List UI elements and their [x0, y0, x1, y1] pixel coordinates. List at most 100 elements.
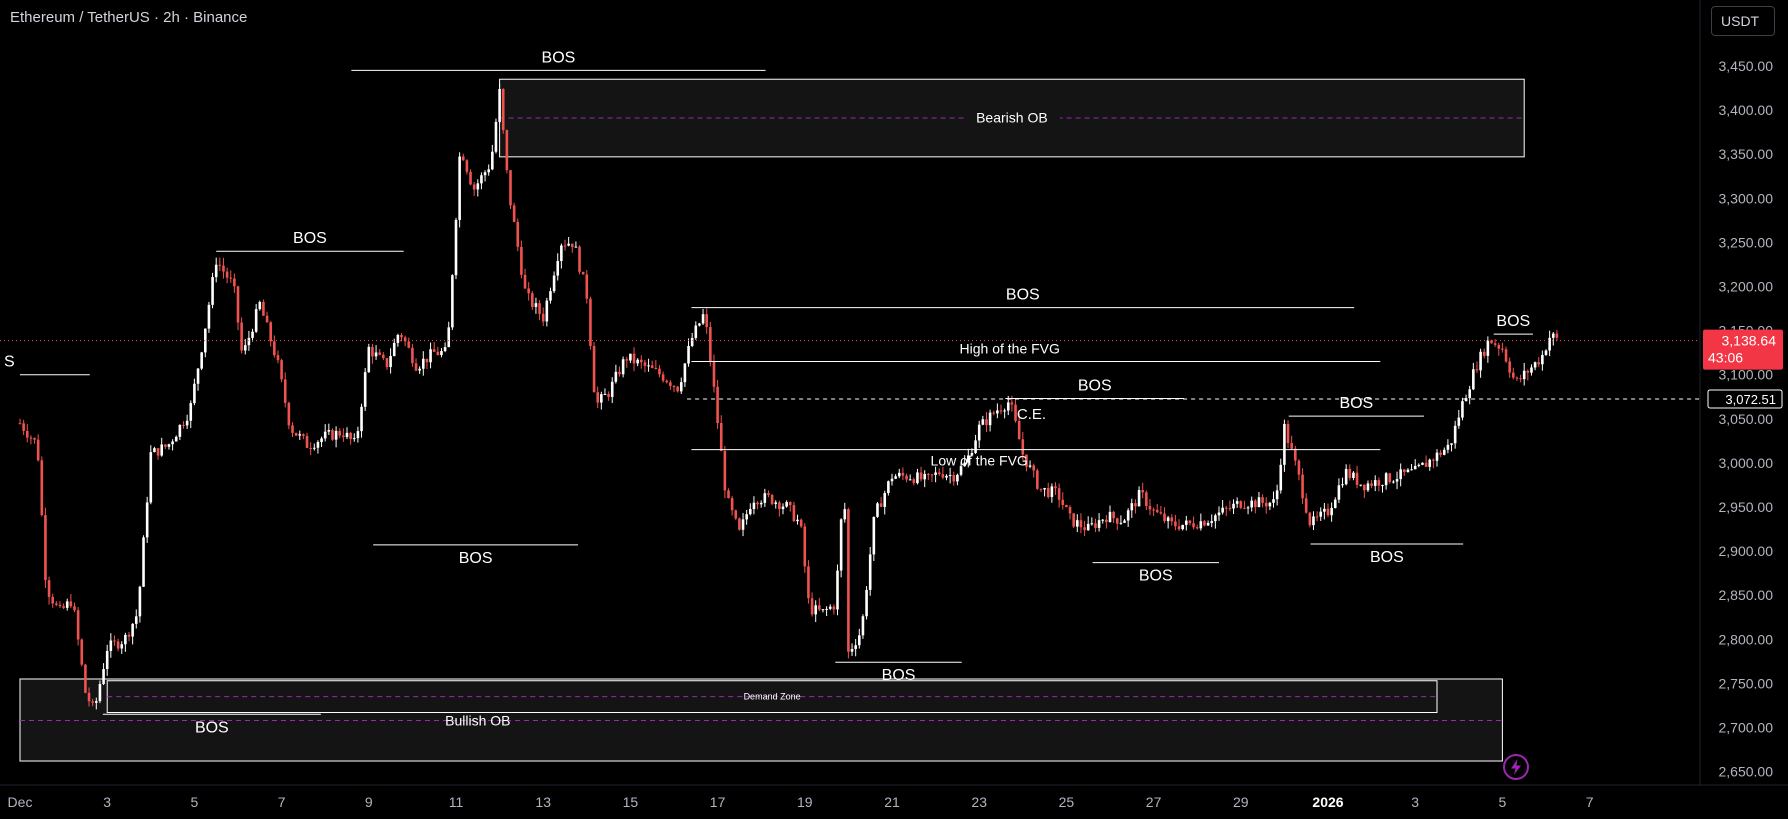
candle-body: [1214, 515, 1217, 522]
candle-body: [487, 169, 490, 173]
candle-body: [113, 640, 116, 642]
candle-body: [55, 603, 58, 605]
candle-body: [283, 379, 287, 403]
candle-body: [661, 374, 665, 381]
y-tick-label: 2,650.00: [1719, 764, 1774, 780]
candle-body: [709, 327, 712, 362]
candle-body: [974, 440, 977, 454]
candle-body: [658, 368, 661, 375]
candle-body: [1555, 333, 1559, 338]
candle-body: [1432, 459, 1435, 461]
candle-body: [1105, 519, 1108, 523]
candle-body: [251, 331, 254, 338]
candle-body: [585, 274, 589, 299]
candle-body: [491, 151, 494, 170]
zone-label: Bullish OB: [445, 712, 510, 728]
candle-body: [876, 503, 879, 517]
candle-body: [1290, 442, 1293, 449]
candle-body: [512, 205, 516, 222]
candle-body: [1195, 527, 1199, 529]
bos-label: BOS: [459, 550, 493, 567]
candle-body: [76, 610, 80, 640]
candle-body: [73, 606, 76, 611]
candle-body: [1424, 462, 1428, 467]
candle-body: [825, 608, 828, 610]
candle-body: [29, 437, 33, 439]
candle-body: [1192, 523, 1195, 528]
candle-body: [1221, 507, 1224, 513]
candle-body: [607, 393, 610, 397]
bos-label: BOS: [1006, 287, 1040, 304]
candle-body: [727, 490, 730, 499]
candle-body: [1108, 511, 1112, 523]
x-tick-label: 21: [884, 794, 900, 810]
candle-body: [520, 246, 523, 275]
candle-body: [1461, 401, 1464, 418]
candle-body: [40, 460, 44, 516]
candle-body: [331, 430, 334, 440]
candle-body: [643, 362, 647, 366]
candle-body: [981, 419, 985, 425]
candle-body: [1177, 526, 1181, 530]
x-tick-label: 3: [1411, 794, 1419, 810]
candle-body: [1076, 520, 1079, 527]
current-price-badge: [1703, 329, 1783, 370]
candle-body: [934, 472, 937, 475]
zone-label: Bearish OB: [976, 110, 1048, 126]
candle-body: [803, 526, 807, 567]
currency-button[interactable]: USDT: [1711, 6, 1775, 36]
candle-body: [1308, 512, 1312, 526]
candle-body: [69, 601, 73, 607]
candle-body: [1090, 523, 1094, 525]
candle-body: [698, 323, 701, 326]
candle-body: [1286, 423, 1290, 443]
candle-body: [836, 570, 839, 610]
zone-label: Demand Zone: [744, 692, 801, 702]
candle-body: [937, 472, 941, 475]
candle-body: [429, 349, 432, 363]
candle-body: [647, 365, 650, 367]
candle-body: [1264, 502, 1268, 507]
candle-body: [614, 371, 618, 382]
candle-body: [1148, 506, 1152, 510]
x-tick-label: 9: [365, 794, 373, 810]
candle-body: [763, 493, 767, 503]
candle-body: [872, 516, 876, 555]
bos-label: BOS: [195, 719, 229, 736]
candle-body: [1330, 507, 1333, 516]
zone-label-bg: [963, 109, 1060, 128]
candle-body: [1268, 502, 1272, 507]
y-tick-label: 2,950.00: [1719, 499, 1774, 515]
candle-body: [1261, 497, 1264, 503]
candle-body: [153, 448, 156, 453]
candle-body: [948, 474, 952, 476]
candle-body: [1094, 523, 1097, 528]
candle-body: [1297, 460, 1301, 475]
x-tick-label: 13: [535, 794, 551, 810]
candle-body: [905, 475, 908, 480]
lightning-bolt-icon[interactable]: [1502, 753, 1530, 781]
candle-body: [1181, 524, 1184, 530]
candle-body: [767, 493, 770, 495]
candle-body: [1152, 509, 1155, 511]
candle-body: [1232, 503, 1235, 509]
candle-body: [1028, 465, 1032, 467]
candle-body: [1421, 462, 1424, 465]
y-tick-label: 3,100.00: [1719, 367, 1774, 383]
candle-body: [883, 493, 887, 507]
candle-body: [44, 515, 47, 581]
candle-body: [1395, 479, 1399, 482]
candle-body: [897, 472, 901, 477]
candle-body: [770, 494, 774, 504]
candle-body: [385, 358, 389, 368]
candle-body: [901, 472, 905, 476]
candle-body: [207, 304, 211, 329]
candle-body: [858, 635, 861, 646]
candle-body: [403, 337, 407, 342]
candle-body: [1472, 369, 1475, 390]
x-tick-label: 23: [971, 794, 987, 810]
candle-body: [1239, 501, 1243, 508]
candle-body: [1079, 520, 1083, 528]
candle-body: [469, 171, 472, 185]
